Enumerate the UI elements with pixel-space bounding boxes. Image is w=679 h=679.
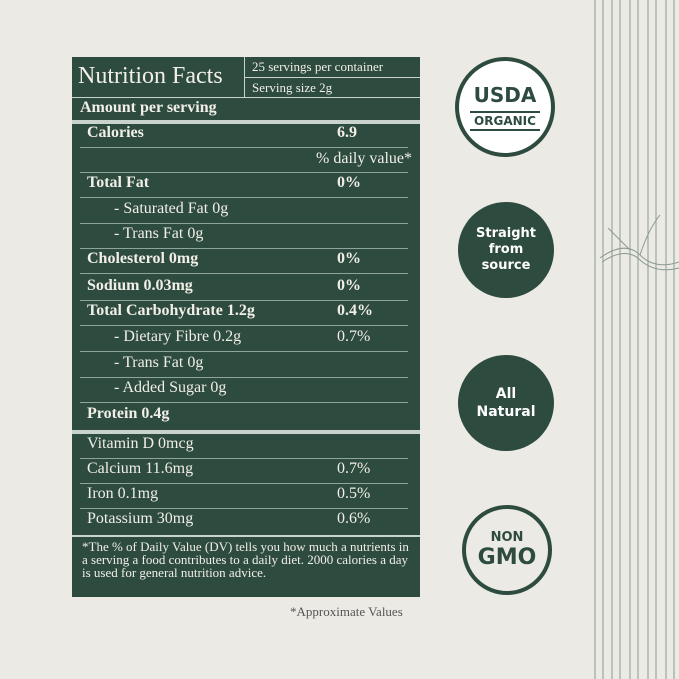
row-label: - Saturated Fat 0g (114, 200, 229, 217)
row-label: Calcium 11.6mg (87, 460, 194, 477)
row-label: Cholesterol 0mg (87, 250, 199, 267)
row-divider (80, 351, 408, 352)
row-divider (80, 273, 408, 274)
row-divider (80, 223, 408, 224)
straight-text: Straight from source (476, 226, 536, 273)
row-divider (80, 325, 408, 326)
row-label: Protein 0.4g (87, 405, 170, 422)
row-value: 0% (337, 277, 361, 294)
straight-badge: Straight from source (458, 202, 554, 298)
row-divider (80, 147, 408, 148)
natural-text: All Natural (476, 386, 536, 420)
usda-badge: USDA ORGANIC (455, 57, 555, 157)
row-divider (80, 172, 408, 173)
row-label: Sodium 0.03mg (87, 277, 193, 294)
row-divider (80, 197, 408, 198)
row-value: 0.4% (337, 302, 373, 319)
row-label: Calories (87, 124, 144, 141)
row-divider (80, 458, 408, 459)
row-value: 6.9 (337, 124, 357, 141)
row-value: 0% (337, 250, 361, 267)
row-divider (80, 402, 408, 403)
row-label: - Trans Fat 0g (114, 354, 204, 371)
row-divider (80, 483, 408, 484)
row-label: Total Carbohydrate 1.2g (87, 302, 255, 319)
serving-size: Serving size 2g (252, 80, 333, 95)
row-value: 0.5% (337, 485, 371, 502)
row-label: - Trans Fat 0g (114, 225, 204, 242)
row-value: 0% (337, 174, 361, 191)
panel-title: Nutrition Facts (78, 63, 223, 89)
usda-text: USDA (473, 83, 537, 107)
approximate-note: *Approximate Values (290, 604, 403, 619)
row-label: - Added Sugar 0g (114, 379, 227, 396)
organic-text: ORGANIC (470, 111, 540, 131)
row-label: Iron 0.1mg (87, 485, 159, 502)
footnote: *The % of Daily Value (DV) tells you how… (82, 539, 409, 580)
row-divider (80, 300, 408, 301)
daily-value-header: % daily value* (316, 150, 412, 167)
amount-label: Amount per serving (80, 99, 217, 116)
row-divider (80, 508, 408, 509)
gmo-badge: NON GMO (462, 505, 552, 595)
row-divider (80, 377, 408, 378)
row-label: Total Fat (87, 174, 150, 191)
row-value: 0.6% (337, 510, 371, 527)
row-value: 0.7% (337, 460, 371, 477)
natural-badge: All Natural (458, 355, 554, 451)
row-value: 0.7% (337, 328, 371, 345)
row-label: - Dietary Fibre 0.2g (114, 328, 242, 345)
servings: 25 servings per container (252, 59, 384, 74)
row-label: Potassium 30mg (87, 510, 194, 527)
non-text: NON (490, 530, 524, 545)
gmo-text: GMO (477, 545, 537, 570)
nutrition-panel: Nutrition Facts 25 servings per containe… (72, 57, 420, 597)
row-label: Vitamin D 0mcg (87, 435, 194, 452)
row-divider (80, 248, 408, 249)
